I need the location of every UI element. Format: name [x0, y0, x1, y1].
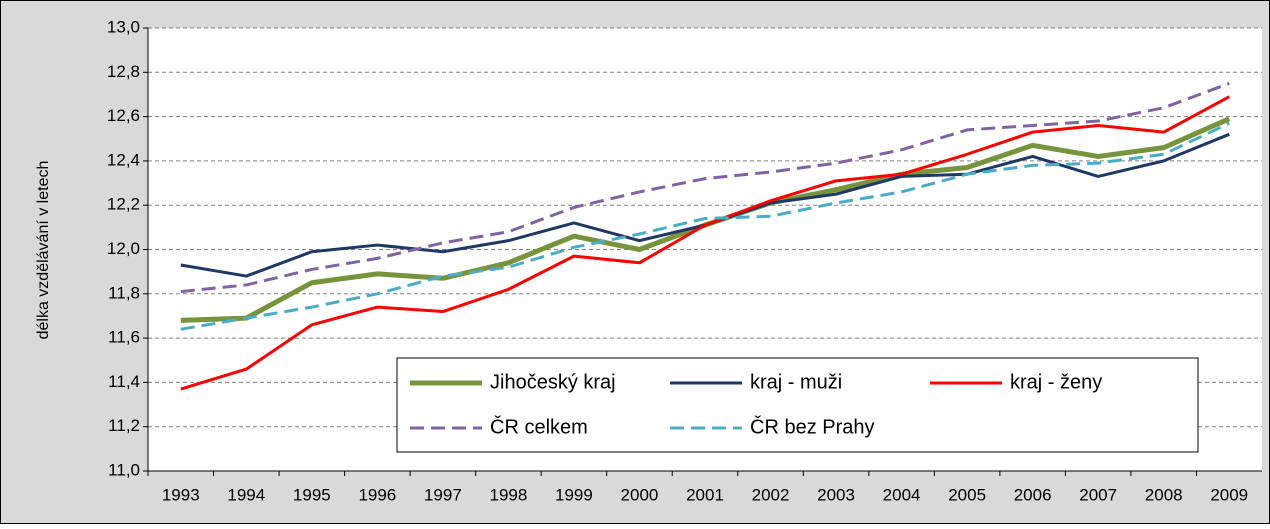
series-line	[180, 95, 1230, 391]
x-tick-label: 2009	[1210, 485, 1248, 504]
x-tick-label: 2003	[817, 485, 855, 504]
x-tick-label: 2007	[1079, 485, 1117, 504]
x-tick-label: 1996	[358, 485, 396, 504]
legend-label: Jihočeský kraj	[490, 371, 616, 393]
x-tick-label: 1994	[227, 485, 265, 504]
y-axis-label: délka vzdělávání v letech	[35, 161, 52, 340]
x-tick-label: 1999	[555, 485, 593, 504]
legend-box	[396, 357, 1199, 453]
y-tick-label: 11,6	[108, 328, 140, 347]
y-tick-label: 11,0	[108, 460, 140, 479]
y-tick-label: 11,4	[108, 372, 140, 391]
x-tick-label: 1997	[424, 485, 462, 504]
x-tick-label: 2008	[1145, 485, 1183, 504]
x-tick-label: 2005	[948, 485, 986, 504]
y-tick-label: 12,2	[107, 195, 140, 214]
legend-label: kraj - muži	[750, 371, 842, 393]
x-tick-label: 2004	[883, 485, 921, 504]
y-tick-label: 11,8	[108, 283, 140, 302]
x-tick-label: 1993	[162, 485, 200, 504]
y-tick-label: 11,2	[108, 416, 140, 435]
series-line	[180, 81, 1230, 294]
x-tick-label: 1998	[489, 485, 527, 504]
x-tick-label: 2002	[752, 485, 790, 504]
y-tick-label: 12,4	[107, 150, 140, 169]
x-tick-label: 1995	[293, 485, 331, 504]
series-line	[180, 121, 1230, 331]
y-tick-label: 12,6	[107, 106, 140, 125]
legend-label: ČR celkem	[490, 415, 588, 438]
x-tick-label: 2001	[686, 485, 724, 504]
x-tick-label: 2000	[621, 485, 659, 504]
x-tick-label: 2006	[1014, 485, 1052, 504]
y-tick-label: 12,8	[107, 62, 140, 81]
y-tick-label: 13,0	[107, 17, 140, 36]
y-tick-label: 12,0	[107, 239, 140, 258]
legend-label: ČR bez Prahy	[750, 415, 875, 438]
legend-label: kraj - ženy	[1010, 371, 1102, 393]
